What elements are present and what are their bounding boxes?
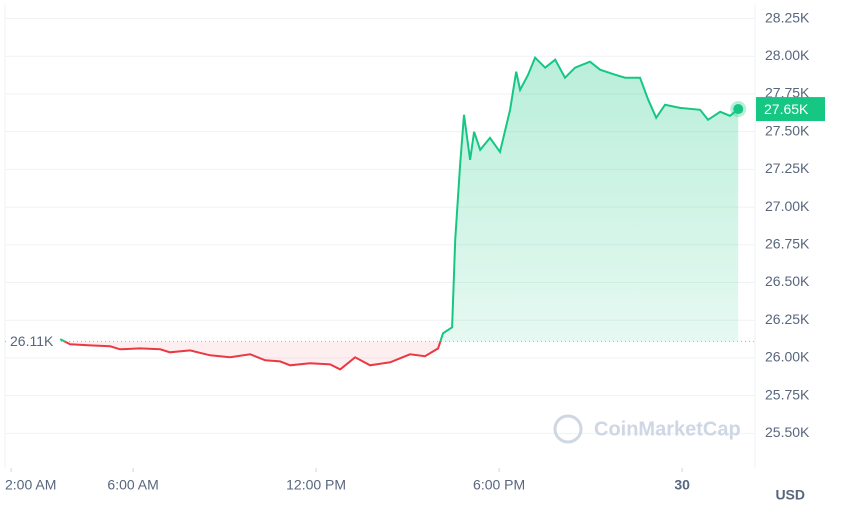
watermark: CoinMarketCap [594,418,741,440]
reference-label: 26.11K [10,333,54,349]
y-tick-label: 25.75K [765,386,810,402]
watermark-logo [553,414,583,444]
y-tick-label: 27.75K [765,85,810,101]
x-tick-label: 6:00 AM [107,477,158,493]
x-tick-label: 12:00 PM [286,477,346,493]
price-tag-label: 27.65K [764,101,809,117]
x-tick-label: 2:00 AM [5,477,56,493]
y-tick-label: 25.50K [765,424,810,440]
y-tick-label: 26.25K [765,311,810,327]
currency-label: USD [775,487,805,503]
y-tick-label: 27.00K [765,198,810,214]
y-tick-label: 26.50K [765,273,810,289]
y-tick-label: 26.00K [765,349,810,365]
x-tick-label: 30 [674,477,690,493]
last-point [733,104,744,115]
y-tick-label: 28.25K [765,9,810,25]
line-up [59,55,739,342]
area-up [60,57,739,342]
y-tick-label: 26.75K [765,235,810,251]
y-tick-label: 27.25K [765,160,810,176]
area-down [60,341,739,370]
y-tick-label: 28.00K [765,47,810,63]
price-tag [756,97,825,122]
y-tick-label: 27.50K [765,122,810,138]
line-down [62,341,442,371]
reference-label-bg [7,332,59,351]
logo-ring [553,414,583,444]
x-tick-label: 6:00 PM [473,477,525,493]
